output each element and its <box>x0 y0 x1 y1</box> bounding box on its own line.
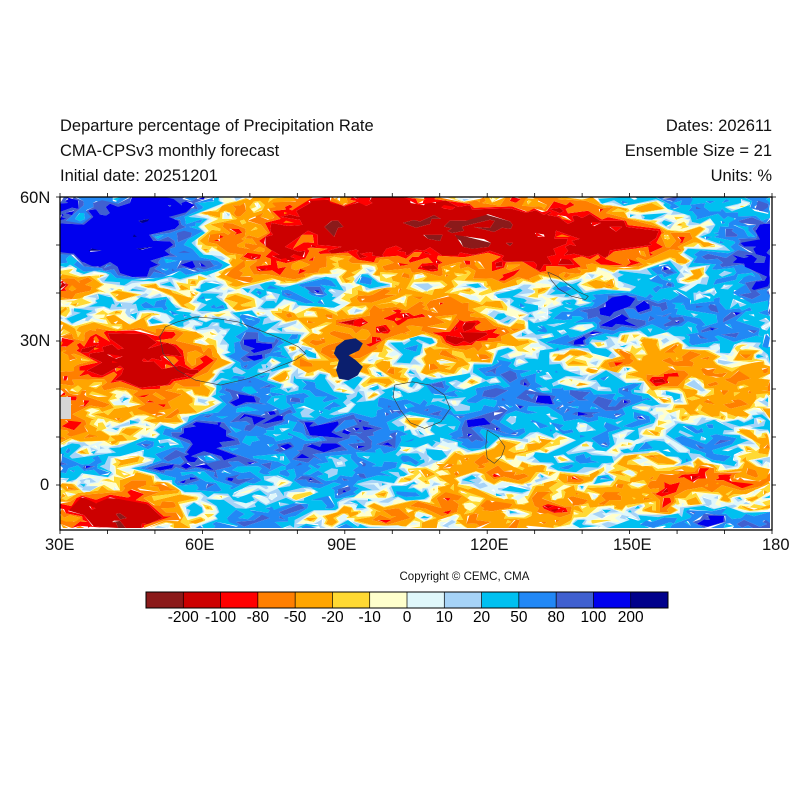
svg-text:-20: -20 <box>321 609 344 626</box>
svg-text:-80: -80 <box>247 609 270 626</box>
svg-text:80: 80 <box>548 609 566 626</box>
svg-text:-10: -10 <box>359 609 382 626</box>
svg-text:200: 200 <box>618 609 644 626</box>
svg-text:-100: -100 <box>205 609 236 626</box>
svg-text:-50: -50 <box>284 609 307 626</box>
svg-text:0: 0 <box>403 609 412 626</box>
svg-text:-200: -200 <box>168 609 199 626</box>
svg-text:50: 50 <box>510 609 528 626</box>
svg-text:20: 20 <box>473 609 491 626</box>
svg-text:10: 10 <box>436 609 454 626</box>
svg-text:100: 100 <box>580 609 606 626</box>
